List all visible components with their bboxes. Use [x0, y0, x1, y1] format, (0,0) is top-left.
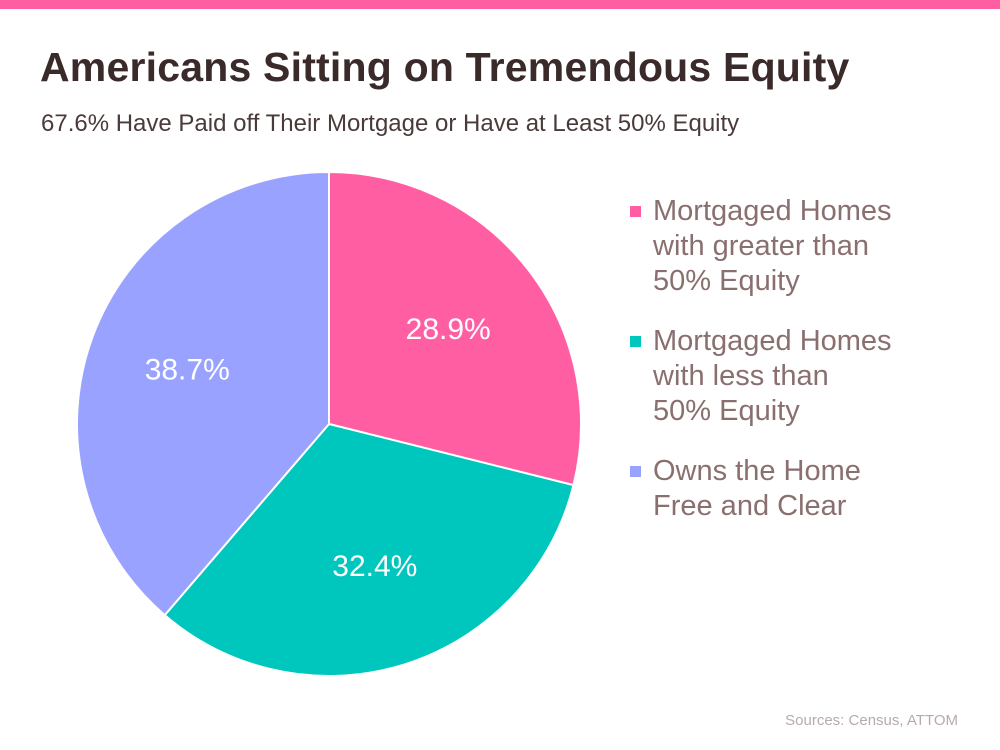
legend-swatch: [630, 466, 641, 477]
legend-label: Owns the Home Free and Clear: [653, 455, 861, 522]
slice-value-label: 38.7%: [145, 353, 230, 386]
chart-legend: Mortgaged Homes with greater than 50% Eq…: [630, 194, 970, 549]
legend-label: Mortgaged Homes with less than 50% Equit…: [653, 325, 892, 427]
slice-value-label: 32.4%: [332, 550, 417, 583]
slice-value-label: 28.9%: [406, 313, 491, 346]
legend-item: Mortgaged Homes with less than 50% Equit…: [630, 324, 970, 429]
legend-label: Mortgaged Homes with greater than 50% Eq…: [653, 195, 892, 297]
legend-item: Mortgaged Homes with greater than 50% Eq…: [630, 194, 970, 299]
chart-title: Americans Sitting on Tremendous Equity: [40, 44, 850, 90]
pie-slice: [76, 170, 330, 617]
source-note: Sources: Census, ATTOM: [785, 712, 958, 729]
pie-slice: [328, 170, 582, 487]
pie-slice: [163, 422, 575, 677]
chart-subtitle: 67.6% Have Paid off Their Mortgage or Ha…: [41, 110, 740, 137]
legend-item: Owns the Home Free and Clear: [630, 454, 970, 524]
legend-swatch: [630, 206, 641, 217]
legend-swatch: [630, 336, 641, 347]
accent-bar: [0, 0, 1000, 9]
